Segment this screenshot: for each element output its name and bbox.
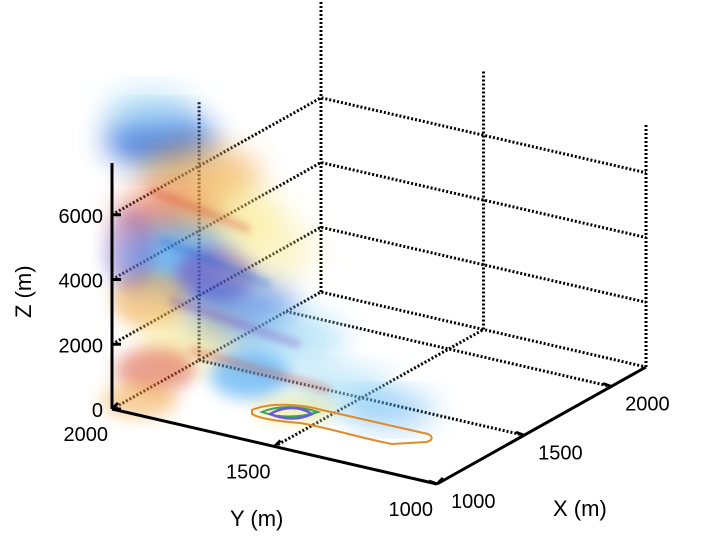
x-tick-label-2: 2000 bbox=[625, 394, 670, 416]
y-tick-label-1: 1500 bbox=[226, 462, 271, 484]
z-axis-ticks: 0 2000 4000 6000 bbox=[59, 206, 121, 422]
y-tick-mark-1 bbox=[273, 439, 282, 448]
contour-inner bbox=[267, 406, 315, 420]
z-tick-label-3: 6000 bbox=[59, 206, 104, 228]
cloud-blob-14 bbox=[345, 392, 435, 428]
y-axis-label: Y (m) bbox=[230, 506, 283, 531]
grid-floor-x-1 bbox=[285, 310, 612, 388]
contour-outer bbox=[251, 403, 433, 446]
z-tick-label-0: 0 bbox=[92, 400, 103, 422]
cloud-streak-3 bbox=[189, 347, 331, 393]
x-tick-label-0: 1000 bbox=[451, 491, 496, 513]
x-axis-label: X (m) bbox=[553, 496, 607, 521]
x-axis-line bbox=[436, 365, 647, 486]
cloud-blob-18 bbox=[225, 220, 315, 280]
grid-line-z-2 bbox=[111, 160, 647, 281]
cloud-streak-0 bbox=[148, 187, 252, 233]
x-tick-mark-0 bbox=[428, 479, 438, 486]
ground-contour bbox=[251, 403, 433, 446]
y-tick-mark-2 bbox=[435, 476, 445, 486]
y-axis-ticks: 2000 1500 1000 bbox=[64, 401, 445, 521]
y-tick-label-0: 2000 bbox=[64, 424, 109, 446]
cloud-blob-17 bbox=[105, 210, 155, 290]
x-tick-mark-2 bbox=[602, 382, 612, 388]
x-tick-mark-1 bbox=[515, 430, 525, 437]
cloud-streak-1 bbox=[158, 237, 272, 288]
cloud-blob-1 bbox=[105, 88, 195, 132]
x-tick-label-1: 1500 bbox=[538, 442, 583, 464]
grid-line-z-3 bbox=[111, 96, 647, 217]
z-axis-label: Z (m) bbox=[11, 265, 36, 318]
z-tick-label-1: 2000 bbox=[59, 335, 104, 357]
x-axis-ticks: 1000 1500 2000 bbox=[428, 382, 670, 513]
volume-cloud bbox=[102, 88, 435, 428]
grid-line-z-1 bbox=[111, 225, 647, 346]
cloud-streak-2 bbox=[169, 297, 301, 348]
grid-line-z-0 bbox=[111, 290, 647, 411]
cloud-blob-11 bbox=[115, 348, 195, 392]
y-tick-label-2: 1000 bbox=[389, 499, 434, 521]
z-tick-label-2: 4000 bbox=[59, 271, 104, 293]
